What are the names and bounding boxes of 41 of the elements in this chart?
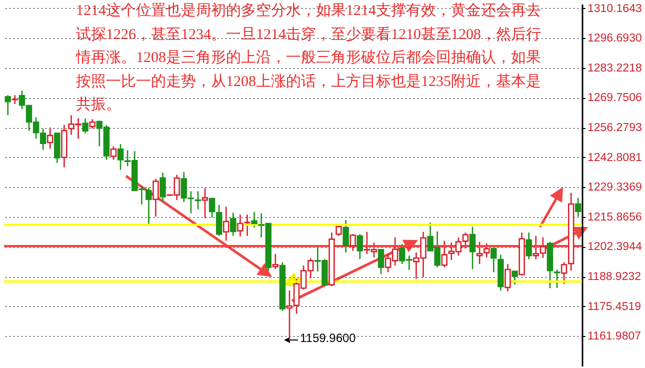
candlestick [216, 204, 222, 237]
y-tick-label: 1215.8656 [588, 211, 642, 224]
y-tick-label: 1161.9807 [588, 330, 642, 343]
candlestick [342, 219, 349, 254]
candlestick [110, 146, 117, 160]
candlestick [223, 206, 230, 242]
annotation: 1159.9600 [300, 331, 356, 345]
candlestick [441, 240, 448, 268]
candlestick [230, 212, 236, 237]
candlestick [469, 226, 476, 270]
candlestick [575, 197, 582, 218]
candlestick [526, 232, 532, 260]
candlestick [554, 268, 560, 289]
y-tick-label: 1296.6930 [588, 32, 642, 45]
candlestick [251, 211, 258, 228]
candlestick [89, 118, 96, 130]
candlestick [356, 233, 363, 260]
candlestick [47, 126, 54, 150]
candlestick [208, 198, 216, 218]
y-tick-label: 1202.3944 [588, 241, 642, 254]
candlestick [560, 262, 568, 285]
y-tick-label: 1256.2793 [588, 122, 642, 134]
y-tick-label: 1269.7506 [588, 92, 642, 104]
candlestick [504, 263, 511, 292]
candlestick [82, 118, 88, 134]
candlestick [152, 178, 159, 218]
y-tick-label: 1283.2218 [588, 62, 642, 74]
candlestick [4, 94, 11, 116]
candlestick [378, 248, 384, 275]
candlestick [160, 172, 166, 202]
candlestick [272, 253, 279, 270]
candlestick [350, 233, 356, 252]
y-tick-label: 1175.4519 [588, 300, 642, 313]
y-tick-label: 1310.1643 [588, 2, 642, 15]
y-tick-label: 1229.3369 [588, 182, 642, 194]
y-tick-label: 1188.9232 [588, 271, 642, 284]
candlestick [512, 270, 518, 286]
candlestick [202, 187, 208, 219]
y-tick-label: 1242.8081 [588, 152, 642, 164]
candlestick [490, 248, 497, 273]
candlestick [194, 190, 202, 210]
